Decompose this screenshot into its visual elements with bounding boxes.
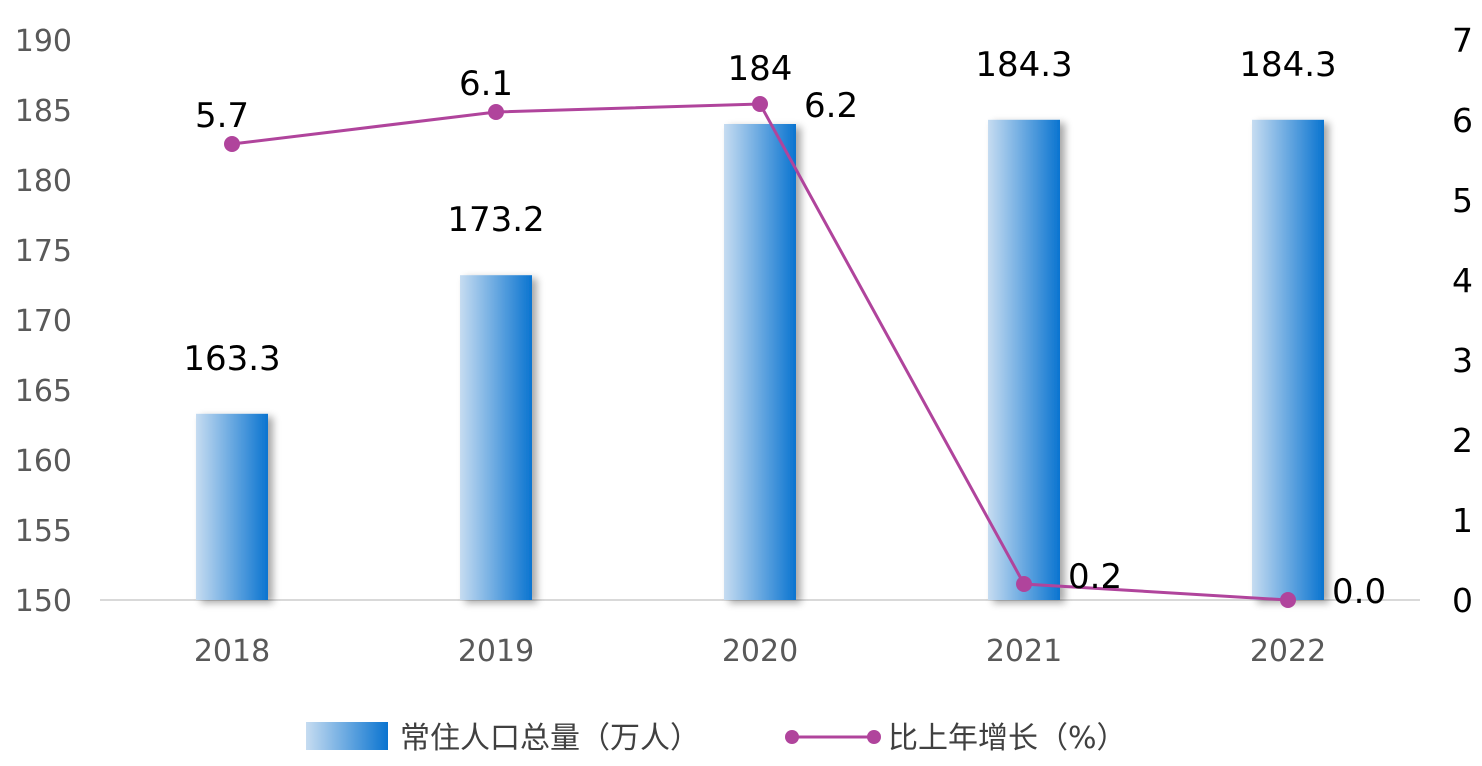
left-axis-tick: 175 (15, 234, 72, 269)
right-axis-tick: 4 (1452, 261, 1473, 300)
line-data-labels: 5.7 6.1 6.2 0.2 0.0 (195, 64, 1386, 612)
left-axis-tick: 170 (15, 304, 72, 339)
line-data-label: 5.7 (195, 96, 249, 136)
x-axis-tick: 2020 (722, 634, 798, 669)
line-data-label: 0.2 (1068, 557, 1122, 597)
bar (724, 124, 796, 600)
right-axis-tick: 0 (1452, 581, 1473, 620)
line-point (224, 136, 240, 152)
right-axis-tick: 1 (1452, 501, 1473, 540)
left-axis-tick: 190 (15, 24, 72, 59)
left-y-axis: 150 155 160 165 170 175 180 185 190 (15, 24, 72, 619)
right-axis-tick: 2 (1452, 421, 1473, 460)
left-axis-tick: 155 (15, 514, 72, 549)
legend-line-marker (785, 730, 799, 744)
legend-bar-label: 常住人口总量（万人） (400, 721, 700, 756)
x-axis-tick: 2018 (194, 634, 270, 669)
line-data-label: 6.2 (804, 86, 858, 126)
bar (460, 275, 532, 600)
bar-data-label: 163.3 (183, 339, 280, 379)
left-axis-tick: 160 (15, 444, 72, 479)
bar-data-label: 184.3 (975, 45, 1072, 85)
line-point (1280, 592, 1296, 608)
x-axis-tick: 2022 (1250, 634, 1326, 669)
right-axis-tick: 7 (1452, 21, 1473, 60)
legend-bar-swatch (306, 722, 388, 750)
bar (988, 119, 1060, 601)
left-axis-tick: 185 (15, 94, 72, 129)
line-point (752, 96, 768, 112)
left-axis-tick: 150 (15, 584, 72, 619)
bar-series (196, 119, 1324, 601)
x-axis-tick: 2021 (986, 634, 1062, 669)
bar-data-label: 184 (728, 49, 793, 89)
bar-data-labels: 163.3 173.2 184 184.3 184.3 (183, 45, 1336, 379)
legend: 常住人口总量（万人） 比上年增长（%） (306, 721, 1127, 756)
line-series (224, 96, 1296, 608)
bar (196, 413, 268, 600)
left-axis-tick: 180 (15, 164, 72, 199)
right-axis-tick: 5 (1452, 181, 1473, 220)
bar-data-label: 173.2 (447, 200, 544, 240)
x-axis: 2018 2019 2020 2021 2022 (194, 634, 1326, 669)
line-data-label: 6.1 (459, 64, 513, 104)
right-y-axis: 0 1 2 3 4 5 6 7 (1452, 21, 1473, 620)
line-point (1016, 576, 1032, 592)
legend-line-marker (867, 730, 881, 744)
line-data-label: 0.0 (1332, 572, 1386, 612)
bar (1252, 119, 1324, 601)
left-axis-tick: 165 (15, 374, 72, 409)
x-axis-tick: 2019 (458, 634, 534, 669)
right-axis-tick: 6 (1452, 101, 1473, 140)
line-point (488, 104, 504, 120)
legend-line-label: 比上年增长（%） (888, 721, 1127, 756)
bar-data-label: 184.3 (1239, 45, 1336, 85)
right-axis-tick: 3 (1452, 341, 1473, 380)
